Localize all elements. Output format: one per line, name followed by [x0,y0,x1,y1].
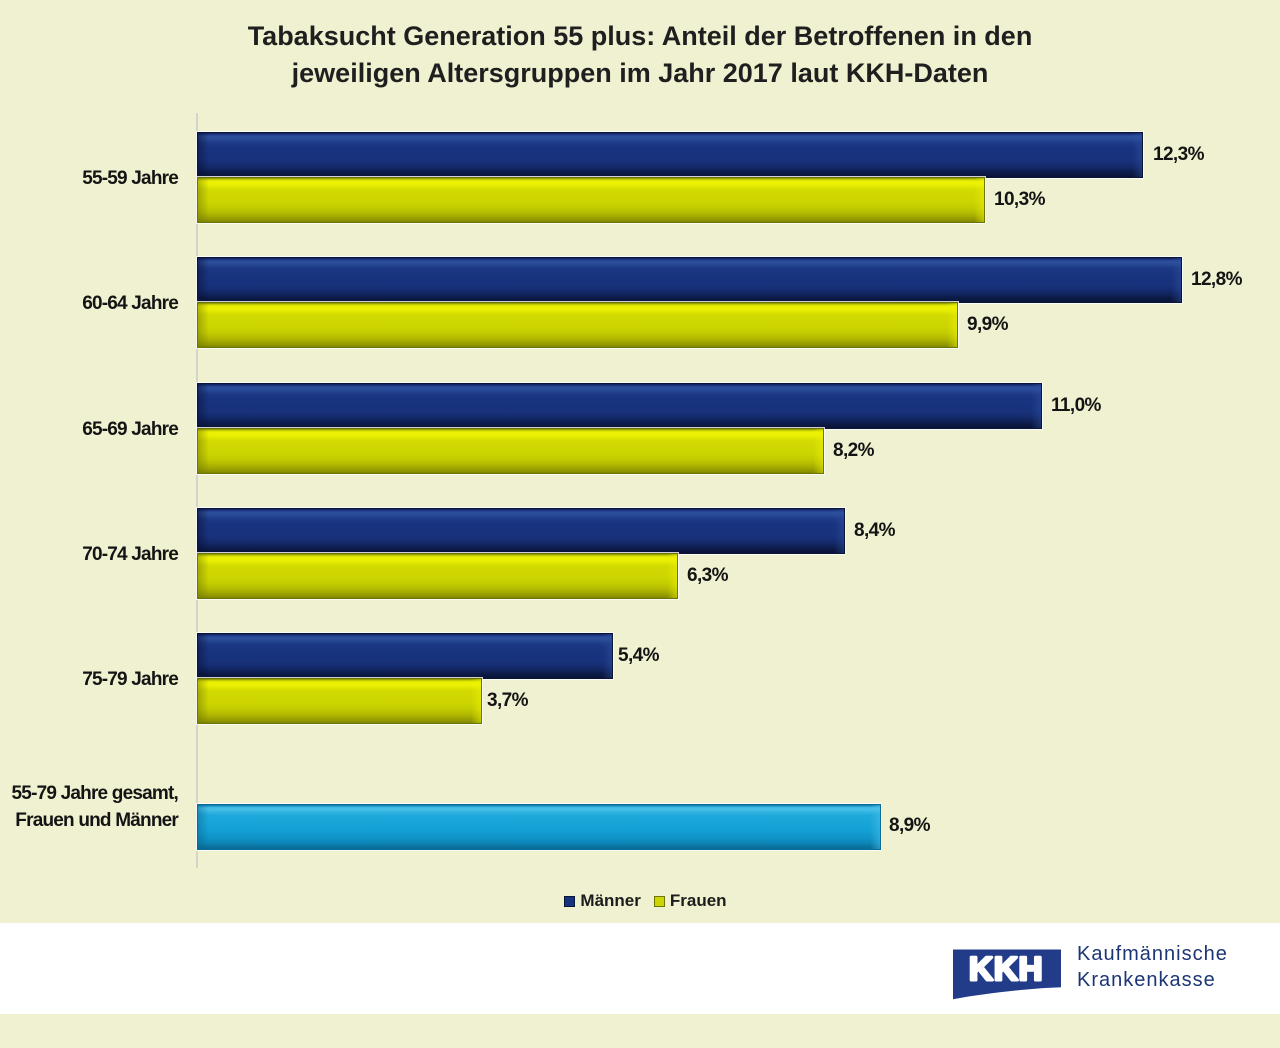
svg-text:KKH: KKH [969,950,1044,987]
